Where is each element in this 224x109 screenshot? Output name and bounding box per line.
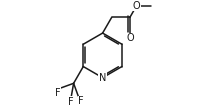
Text: O: O (126, 33, 134, 43)
Text: O: O (133, 1, 140, 11)
Text: F: F (69, 97, 74, 107)
Text: N: N (99, 73, 106, 83)
Text: F: F (55, 88, 61, 98)
Text: F: F (78, 96, 84, 106)
